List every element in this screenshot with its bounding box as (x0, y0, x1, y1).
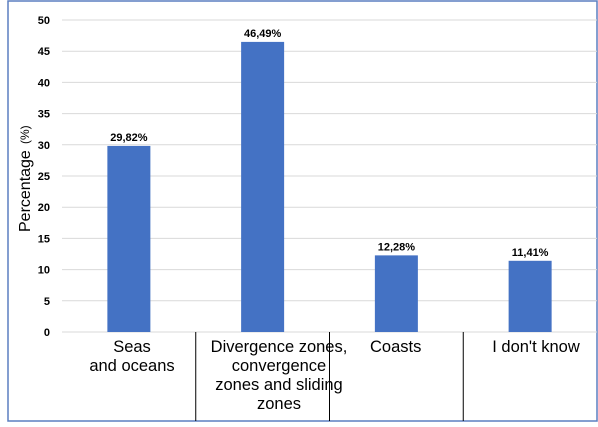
y-tick-label: 45 (38, 46, 50, 58)
bar (241, 41, 285, 332)
y-axis-unit: (%) (18, 125, 32, 144)
y-tick-label: 40 (38, 77, 50, 89)
bar (374, 255, 418, 332)
data-label: 12,28% (378, 241, 416, 253)
y-tick-label: 0 (44, 327, 50, 339)
chart-border (7, 0, 598, 422)
y-axis-label: Percentage (17, 150, 34, 232)
category-label-divergence: Divergence zones, convergence zones and … (210, 338, 348, 413)
category-label-coasts: Coasts (370, 338, 422, 356)
y-tick-label: 25 (38, 171, 50, 183)
data-label: 11,41% (512, 247, 549, 259)
y-tick-label: 20 (38, 202, 50, 214)
category-label-dont-know: I don't know (492, 338, 580, 356)
y-tick-label: 50 (38, 15, 50, 27)
y-tick-label: 15 (38, 233, 50, 245)
y-tick-label: 30 (38, 140, 50, 152)
bar (107, 145, 151, 332)
data-label: 46,49% (244, 28, 282, 40)
category-label-seas: Seas and oceans (89, 338, 175, 375)
y-tick-label: 5 (44, 296, 50, 308)
y-tick-label: 10 (38, 265, 50, 277)
y-tick-label: 35 (38, 109, 50, 121)
data-label: 29,82% (110, 132, 148, 144)
bar (508, 260, 552, 332)
